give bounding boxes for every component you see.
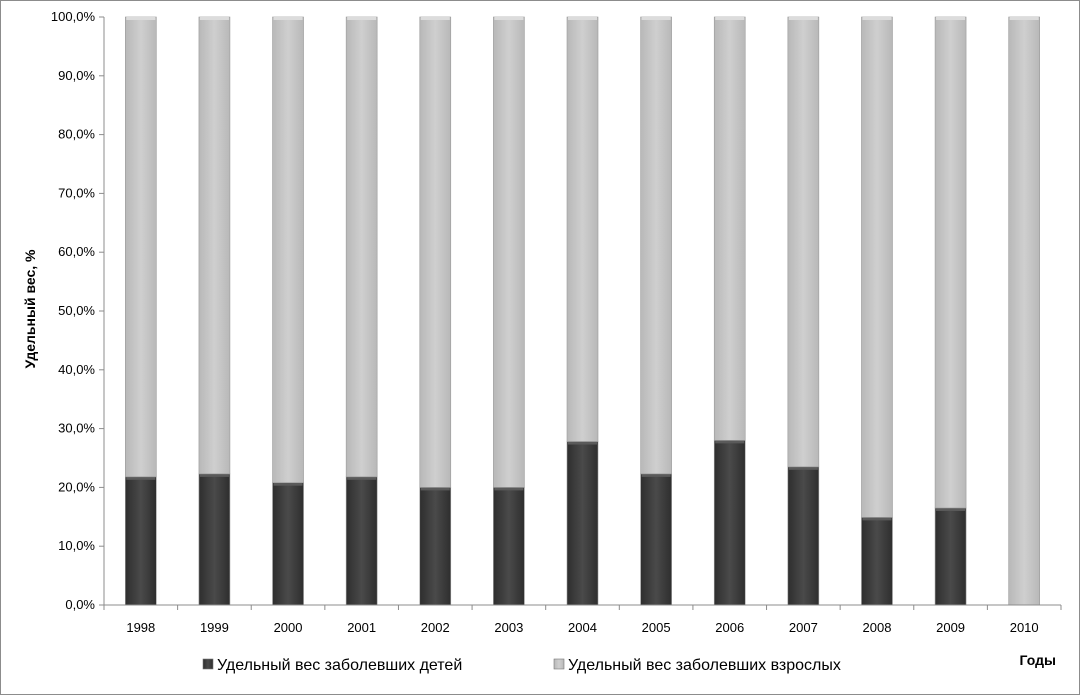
bar-segment-children-2004 xyxy=(566,441,599,606)
x-tick-label: 1999 xyxy=(200,620,229,635)
bar-segment-cap xyxy=(936,17,966,20)
y-tick-label: 90,0% xyxy=(58,68,95,83)
x-tick-label: 2009 xyxy=(936,620,965,635)
bar-segment-children-2009 xyxy=(934,507,967,606)
bar-segment-children-1998 xyxy=(125,476,157,606)
bar-segment-cap xyxy=(862,517,892,521)
bar-segment-cap xyxy=(641,473,671,477)
x-tick-label: 2000 xyxy=(274,620,303,635)
bar-segment-children-2006 xyxy=(713,440,746,606)
bar-segment-cap xyxy=(568,17,597,20)
y-axis-label: Удельный вес, % xyxy=(22,249,38,368)
bar-segment-adults-2007 xyxy=(787,16,820,468)
bar-segment-cap xyxy=(641,17,671,20)
bar-segment-cap xyxy=(494,487,524,491)
x-tick-label: 1998 xyxy=(126,620,155,635)
bar-segment-cap xyxy=(715,17,745,20)
bar-segment-children-2008 xyxy=(861,517,893,606)
x-tick-label: 2006 xyxy=(715,620,744,635)
y-tick-label: 80,0% xyxy=(58,127,95,142)
y-tick-label: 20,0% xyxy=(58,479,95,494)
bar-segment-cap xyxy=(199,473,229,477)
bar-segment-cap xyxy=(347,17,377,20)
bar-segment-cap xyxy=(788,17,818,20)
bar-segment-adults-2006 xyxy=(713,16,746,441)
x-tick-label: 2002 xyxy=(421,620,450,635)
y-tick-label: 0,0% xyxy=(65,597,95,612)
bar-segment-cap xyxy=(126,476,156,480)
y-tick-label: 60,0% xyxy=(58,244,95,259)
bar-segment-cap xyxy=(273,482,303,486)
legend-label: Удельный вес заболевших взрослых xyxy=(568,657,841,674)
bar-segment-cap xyxy=(788,466,818,470)
bar-segment-adults-2002 xyxy=(419,16,452,488)
y-tick-label: 70,0% xyxy=(58,185,95,200)
bar-segment-children-1999 xyxy=(198,473,231,606)
bar-segment-adults-2001 xyxy=(345,16,378,478)
bar-segment-children-2001 xyxy=(345,476,378,606)
x-tick-label: 2004 xyxy=(568,620,597,635)
x-tick-label: 2008 xyxy=(863,620,892,635)
bar-segment-cap xyxy=(862,17,892,20)
bar-segment-children-2007 xyxy=(787,466,820,606)
bar-segment-adults-2010 xyxy=(1008,16,1040,606)
bar-segment-children-2005 xyxy=(640,473,672,606)
bar-segment-cap xyxy=(936,507,966,511)
bar-segment-adults-2004 xyxy=(566,16,599,442)
x-tick-label: 2010 xyxy=(1010,620,1039,635)
bar-segment-cap xyxy=(1009,17,1039,20)
legend-label: Удельный вес заболевших детей xyxy=(217,657,462,674)
x-axis-label: Годы xyxy=(1020,652,1056,668)
x-tick-label: 2005 xyxy=(642,620,671,635)
bar-segment-cap xyxy=(568,441,597,445)
legend: Удельный вес заболевших детей Удельный ве… xyxy=(202,657,841,674)
bar-segment-adults-2009 xyxy=(934,16,967,509)
bar-segment-children-2003 xyxy=(493,487,525,606)
bar-segment-adults-2003 xyxy=(493,16,525,488)
bar-segment-cap xyxy=(273,17,303,20)
bar-segment-cap xyxy=(126,17,156,20)
legend-swatch xyxy=(202,658,214,670)
legend-swatch xyxy=(553,658,565,670)
bar-segment-adults-2005 xyxy=(640,16,672,475)
y-tick-label: 100,0% xyxy=(51,9,96,24)
bar-segment-cap xyxy=(347,476,377,480)
bar-segment-cap xyxy=(199,17,229,20)
bar-segment-cap xyxy=(420,487,450,491)
bar-segment-cap xyxy=(715,440,745,444)
bar-segment-adults-1998 xyxy=(125,16,157,478)
x-tick-label: 2003 xyxy=(494,620,523,635)
bars xyxy=(125,16,1040,606)
y-tick-label: 30,0% xyxy=(58,421,95,436)
x-axis: 1998 1999 2000 2001 2002 2003 2004 2005 2006 2007… xyxy=(103,604,1062,635)
y-tick-label: 40,0% xyxy=(58,362,95,377)
bar-segment-adults-2000 xyxy=(272,16,304,483)
bar-segment-children-2002 xyxy=(419,487,452,606)
y-tick-label: 10,0% xyxy=(58,538,95,553)
x-tick-label: 2001 xyxy=(347,620,376,635)
y-axis: 0,0% 10,0% 20,0% 30,0% 40,0% 50,0% 60,0% 70,0% 8… xyxy=(51,9,105,612)
bar-segment-adults-2008 xyxy=(861,16,893,518)
bar-segment-children-2000 xyxy=(272,482,304,606)
bar-segment-cap xyxy=(420,17,450,20)
y-tick-label: 50,0% xyxy=(58,303,95,318)
bar-segment-adults-1999 xyxy=(198,16,231,475)
bar-segment-cap xyxy=(494,17,524,20)
x-tick-label: 2007 xyxy=(789,620,818,635)
